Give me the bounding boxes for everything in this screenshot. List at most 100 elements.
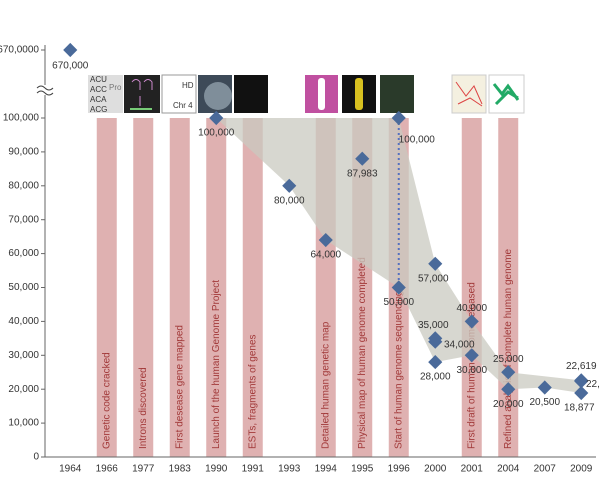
thumb-gel [380,75,414,113]
event-bar [169,118,190,457]
data-point [318,232,333,248]
value-label: 670,000 [52,61,89,72]
thumb-chromosome-pink-shape [318,78,325,110]
value-label: 20,500 [529,397,560,408]
event-bar [96,118,117,457]
x-tick-label: 2000 [424,464,447,475]
value-label: 100,000 [399,135,436,146]
y-tick-label: 90,000 [8,147,39,158]
codon: ACA [90,95,107,104]
data-point [428,256,443,271]
event-label: Launch of the human Genome Project [211,280,222,449]
y-tick-label: 60,000 [8,248,39,259]
thumb-network-lines [455,81,483,107]
event-bar [206,118,227,457]
y-tick-label: 10,000 [8,418,39,429]
data-point [428,334,443,349]
data-point [464,314,479,329]
event-bar [133,118,154,457]
value-label: 28,000 [420,372,451,383]
codon: ACG [90,105,107,114]
data-point [501,382,516,397]
y-tick-label: 40,000 [8,316,39,327]
y-tick-label: 0 [33,452,39,463]
value-label: 22,333 [586,379,600,390]
value-label: 50,000 [383,297,414,308]
event-label: Physical map of human genome completed [357,257,368,449]
y-tick-label: 30,000 [8,350,39,361]
thumb-introns-bar [130,108,152,110]
thumb-introns [124,75,160,113]
x-tick-label: 1964 [59,464,82,475]
x-tick-label: 1977 [132,464,155,475]
pro-text: Pro [109,83,122,92]
axis-break [36,85,54,96]
x-tick-label: 2004 [497,464,520,475]
event-label: Start of human genome sequencing [393,291,404,449]
data-point [428,355,443,370]
thumb-earth-globe [204,82,232,110]
data-point [574,374,589,389]
event-label: First draft of human genome released [466,282,477,449]
value-label: 22,619 [566,361,597,372]
x-tick-label: 2007 [534,464,557,475]
value-label: 100,000 [198,128,235,139]
range-band [216,118,582,394]
y-tick-label: 20,000 [8,384,39,395]
x-tick-label: 1995 [351,464,374,475]
data-point [391,110,406,126]
thumb-grid [234,75,268,113]
thumb-strands-lines [492,83,520,106]
thumb-codons [88,75,123,113]
data-point [501,365,516,380]
x-tick-label: 1996 [388,464,411,475]
data-point [574,385,589,401]
y-tick-label: 50,000 [8,282,39,293]
event-bar [242,118,263,457]
data-point [63,42,78,58]
codon: ACU [90,75,107,84]
event-bar [461,118,482,457]
y-tick-label: 100,000 [3,113,40,124]
thumb-chromosome-black-shape [355,78,363,110]
value-label: 34,000 [444,339,475,350]
value-label: 40,000 [456,303,487,314]
event-label: Introns discovered [138,367,149,449]
data-point [391,280,406,295]
chr-text: Chr 4 [173,101,193,110]
data-point [355,151,370,166]
codon: ACC [90,85,107,94]
value-label: 25,000 [493,354,524,365]
x-tick-label: 1966 [96,464,119,475]
y-tick-label: 670,0000 [0,45,39,56]
data-point [282,178,297,193]
value-label: 57,000 [418,273,449,284]
x-tick-label: 1994 [315,464,338,475]
x-tick-label: 2009 [570,464,593,475]
value-label: 87,983 [347,168,378,179]
value-label: 64,000 [310,250,341,261]
event-label: Refined analysis of complete human genom… [503,248,514,449]
event-label: Genetic code cracked [101,352,112,449]
hd-text: HD [182,81,194,90]
value-label: 35,000 [418,320,449,331]
value-label: 30,000 [456,365,487,376]
thumb-introns-drawing [131,79,153,106]
x-tick-label: 1990 [205,464,228,475]
y-tick-label: 80,000 [8,180,39,191]
x-tick-label: 1983 [169,464,192,475]
x-tick-label: 2001 [461,464,484,475]
x-tick-label: 1991 [242,464,265,475]
value-label: 80,000 [274,195,305,206]
event-label: First desease gene mapped [174,325,185,449]
thumb-texts: ACU ACC ACA ACG Pro HD Chr 4 [90,75,194,114]
thumb-network [451,74,487,114]
event-label: ESTs, fragments of genes [247,334,258,449]
x-tick-label: 1993 [278,464,301,475]
y-tick-label: 70,000 [8,214,39,225]
value-label: 18,877 [564,403,595,414]
data-point [537,380,552,395]
data-point [464,348,479,363]
value-label: 20,000 [493,399,524,410]
